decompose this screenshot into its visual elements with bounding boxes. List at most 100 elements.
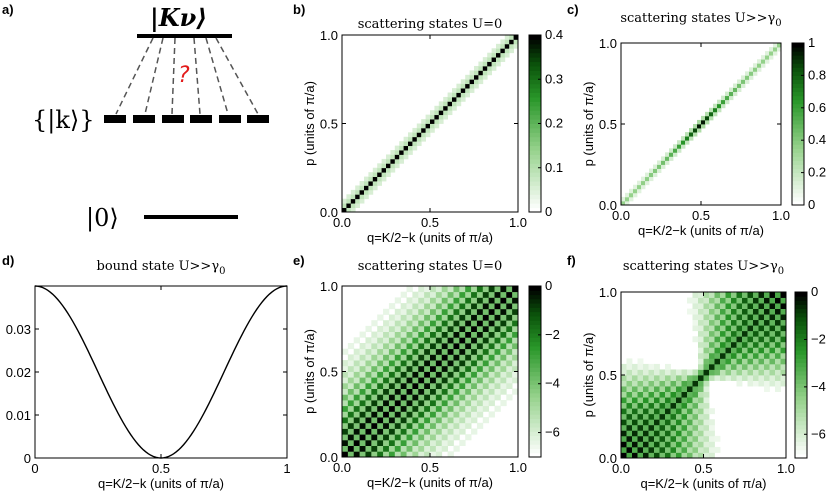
heatmap-cell (465, 320, 472, 327)
x-axis-label-f: q=K/2−k (units of π/a) (640, 476, 766, 491)
heatmap-cell (353, 439, 360, 446)
heatmap-cell (347, 371, 355, 378)
heatmap-cell (371, 348, 378, 355)
heatmap-cell (430, 434, 437, 441)
heatmap-cell (347, 439, 355, 446)
heatmap-cell (394, 411, 402, 418)
colorbar-step (795, 399, 807, 405)
heatmap-cell (476, 337, 484, 344)
heatmap-cell (377, 400, 384, 407)
heatmap-cell (482, 308, 490, 315)
heatmap-cell (725, 319, 732, 326)
colorbar-step (792, 172, 804, 178)
colorbar-step (792, 111, 804, 117)
heatmap-cell (465, 434, 472, 441)
heatmap-cell (434, 114, 440, 120)
heatmap-cell (625, 200, 630, 206)
heatmap-cell (447, 92, 453, 98)
colorbar-step (792, 124, 804, 129)
heatmap-cell (637, 430, 644, 437)
heatmap-cell (747, 352, 754, 359)
heatmap-cell (764, 363, 770, 370)
heatmap-cell (769, 319, 776, 326)
heatmap-cell (703, 452, 710, 459)
heatmap-cell (359, 434, 366, 441)
heatmap-cell (632, 435, 638, 442)
heatmap-cell (632, 391, 638, 398)
panel-label-e: e) (293, 253, 305, 268)
heatmap-cell (692, 391, 699, 398)
heatmap-cell (761, 55, 766, 60)
heatmap-cell (621, 391, 627, 398)
y-tick-label: 0.5 (599, 117, 617, 132)
heatmap-cell (717, 103, 722, 109)
heatmap-cell (424, 308, 431, 315)
heatmap-cell (648, 386, 655, 392)
heatmap-cell (654, 375, 660, 381)
heatmap-cell (725, 292, 732, 298)
heatmap-cell (471, 348, 478, 355)
heatmap-cell (681, 435, 688, 442)
heatmap-cell (648, 452, 655, 459)
heatmap-cell (769, 347, 776, 354)
heatmap-cell (488, 377, 495, 384)
heatmap-cell (424, 343, 431, 350)
heatmap-cell (512, 343, 519, 350)
heatmap-cell (729, 91, 734, 97)
heatmap-cell (709, 303, 715, 309)
heatmap-cell (764, 314, 770, 321)
heatmap-cell (500, 337, 507, 344)
heatmap-cell (765, 55, 770, 60)
heatmap-cell (626, 363, 633, 370)
heatmap-cell (681, 424, 688, 431)
heatmap-cell (400, 394, 407, 401)
heatmap-cell (447, 348, 454, 355)
heatmap-cell (637, 358, 644, 365)
heatmap-cell (377, 382, 384, 389)
heatmap-cell (412, 411, 419, 418)
heatmap-cell (453, 337, 460, 344)
heatmap-cell (720, 336, 726, 343)
heatmap-cell (709, 325, 715, 332)
heatmap-cell (494, 377, 501, 384)
colorbar-step (792, 196, 804, 202)
heatmap-cell (447, 303, 454, 310)
colorbar-step (792, 156, 804, 161)
heatmap-cell (412, 141, 418, 147)
heatmap-cell (698, 352, 704, 359)
heatmap-cell (438, 114, 444, 120)
heatmap-cell (681, 402, 688, 409)
colorbar-step (795, 387, 807, 393)
heatmap-cell (350, 194, 356, 200)
heatmap-cell (780, 369, 787, 376)
heatmap-cell (359, 417, 366, 424)
heatmap-cell (677, 148, 682, 153)
colorbar-step (529, 163, 541, 169)
heatmap-cell (648, 419, 655, 426)
heatmap-cell (665, 435, 671, 442)
heatmap-cell (665, 424, 671, 431)
heatmap-cell (465, 88, 470, 93)
heatmap-cell (506, 365, 513, 372)
heatmap-cell (371, 337, 378, 344)
heatmap-cell (406, 354, 413, 361)
heatmap-cell (698, 452, 704, 459)
heatmap-cell (381, 158, 387, 164)
heatmap-cell (500, 308, 507, 315)
heatmap-cell (359, 194, 365, 200)
heatmap-cell (512, 388, 519, 395)
heatmap-cell (703, 358, 710, 365)
heatmap-cell (654, 419, 660, 426)
heatmap-cell (758, 341, 765, 348)
heatmap-cell (742, 369, 748, 376)
heatmap-cell (441, 308, 448, 315)
heatmap-cells-b (342, 35, 519, 213)
heatmap-cell (394, 314, 402, 321)
heatmap-cell (697, 128, 702, 133)
heatmap-cell (383, 405, 390, 412)
heatmap-cell (698, 430, 704, 437)
heatmap-cell (412, 382, 419, 389)
colorbar-step (792, 184, 804, 190)
heatmap-cell (347, 400, 355, 407)
heatmap-cell (632, 424, 638, 431)
